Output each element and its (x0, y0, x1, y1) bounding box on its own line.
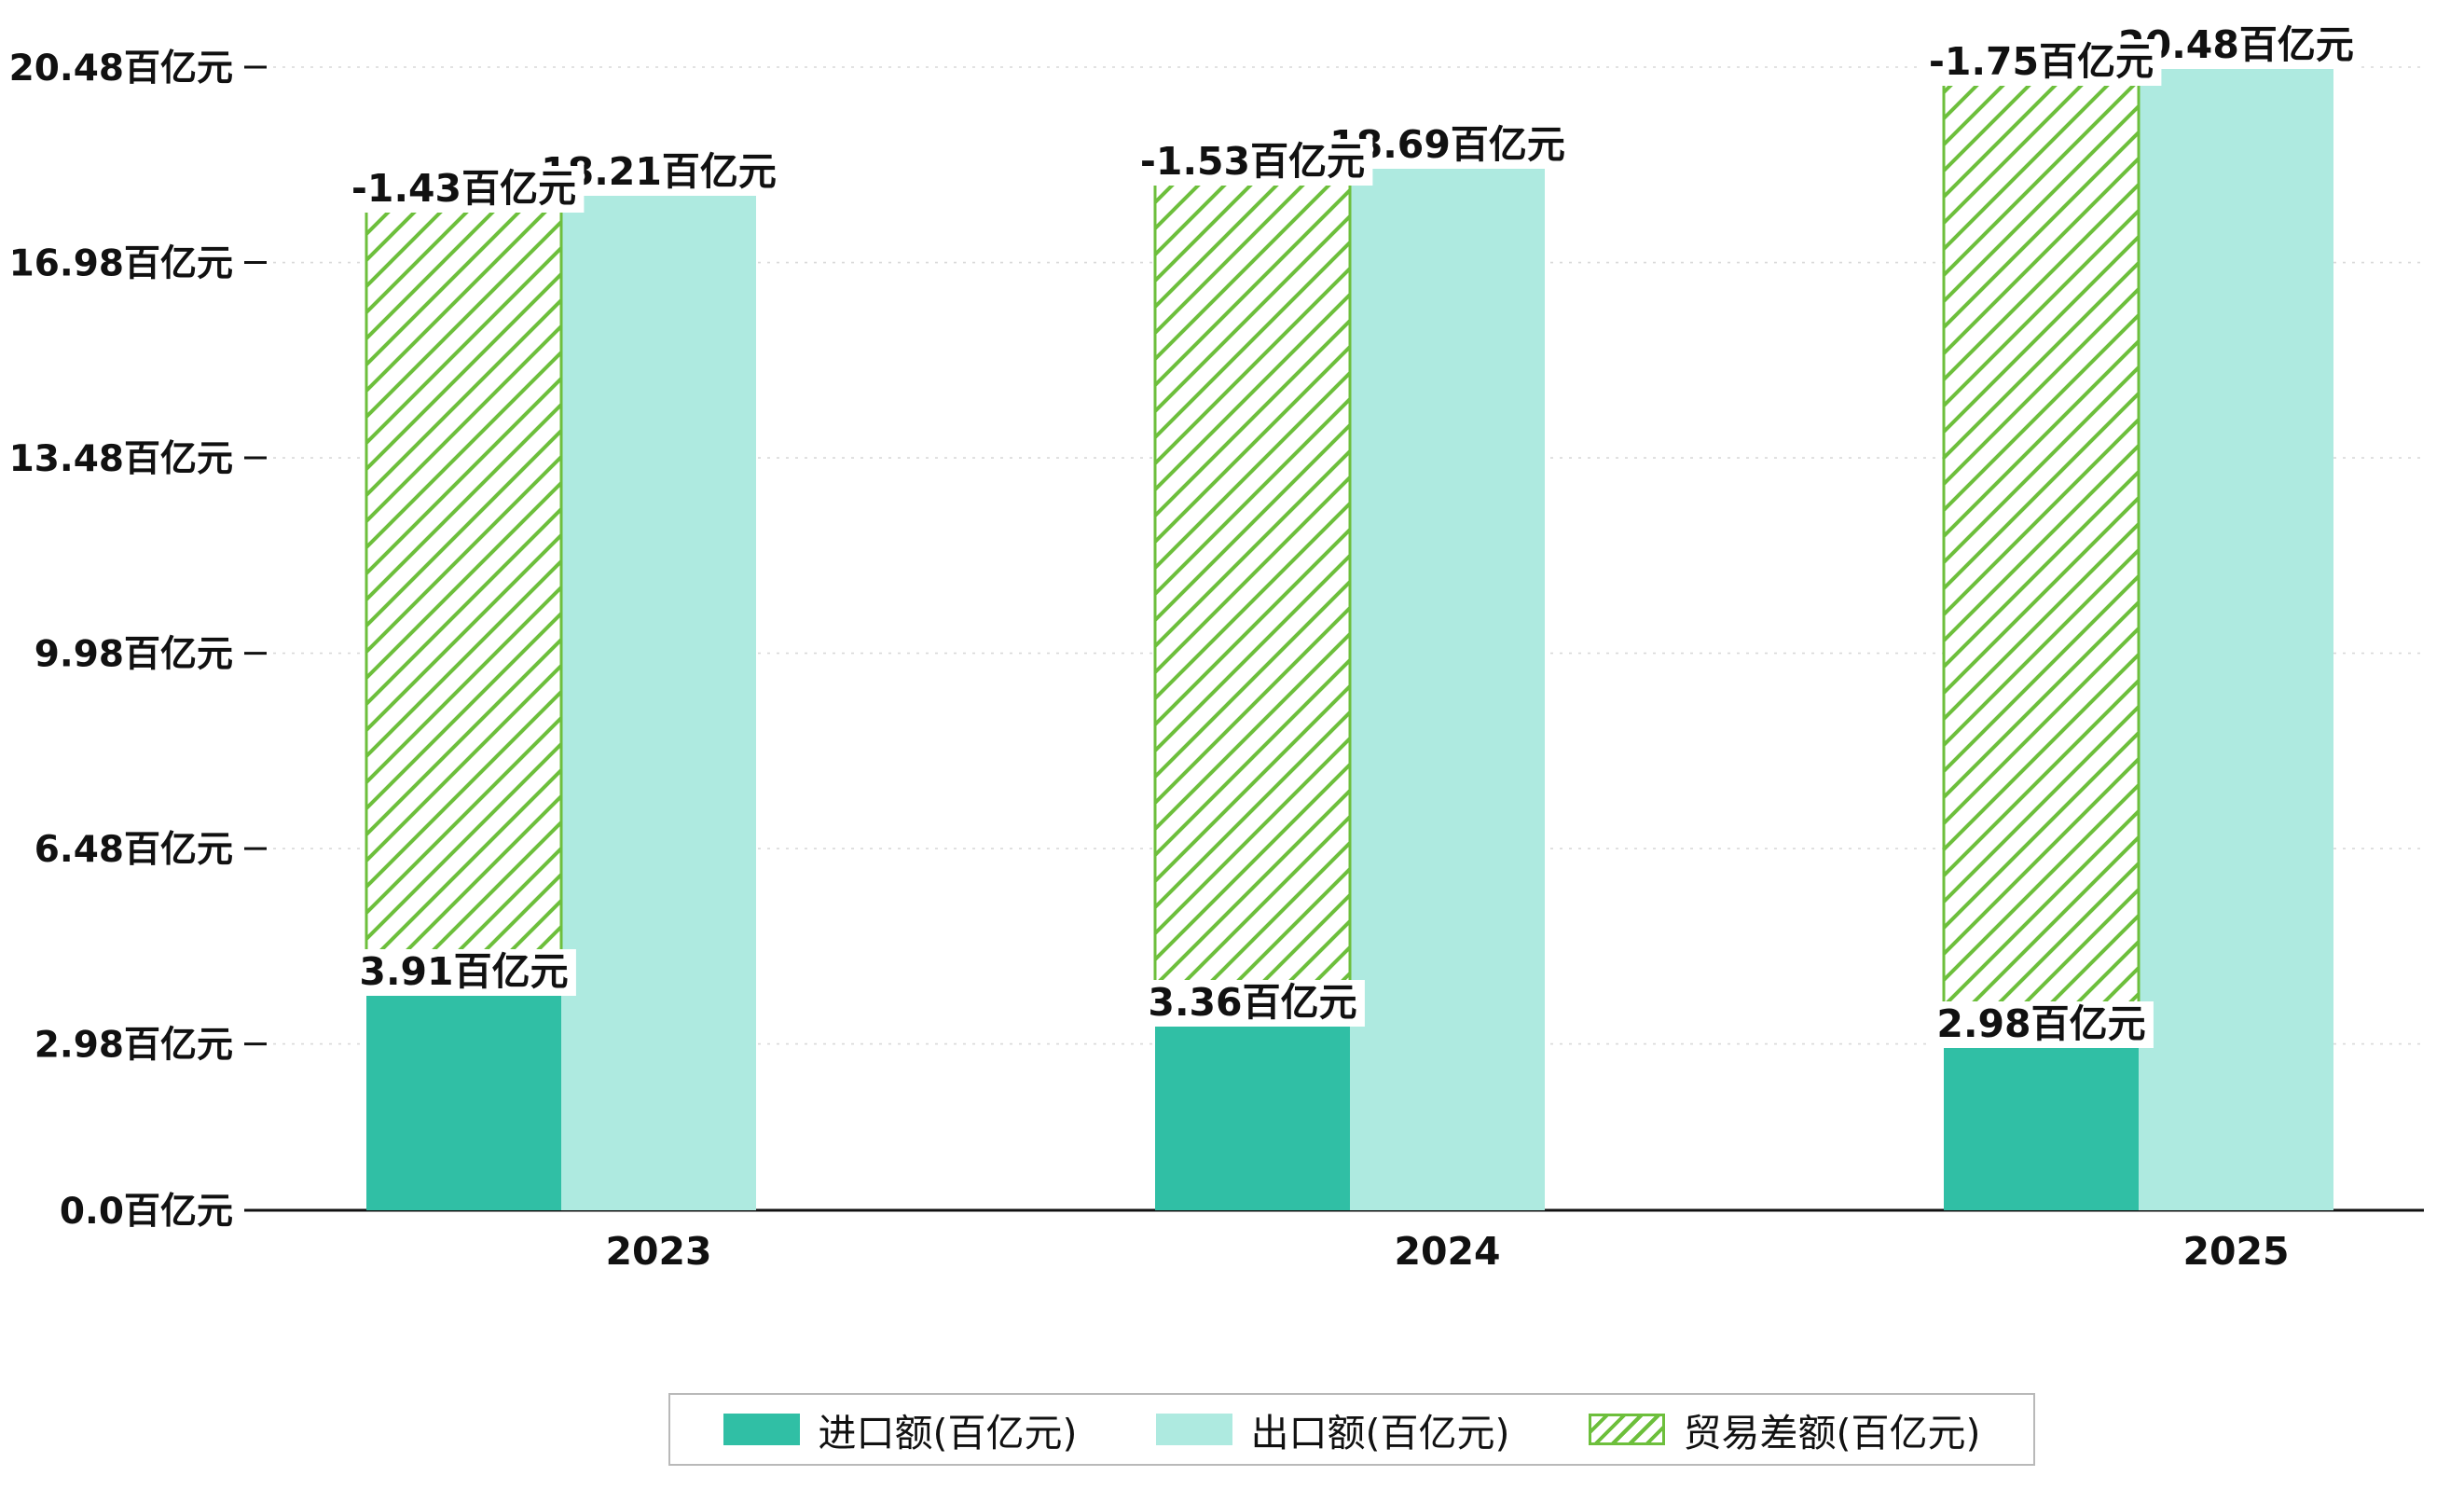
trade-balance-bar (1153, 165, 1352, 1025)
export-bar (561, 193, 756, 1210)
legend-label-export: 出口额(百亿元) (1250, 1411, 1510, 1456)
x-axis-tick-label: 2025 (2182, 1229, 2289, 1274)
y-axis-tick-label: 13.48百亿元 (9, 438, 233, 480)
legend: 进口额(百亿元) 出口额(百亿元) 贸易差额(百亿元) (668, 1393, 2035, 1466)
import-bar (1155, 1022, 1350, 1210)
export-swatch-icon (1155, 1414, 1232, 1445)
y-axis-tick-label: 20.48百亿元 (9, 48, 233, 90)
export-bar (2139, 67, 2333, 1210)
trade-balance-bar (1942, 65, 2141, 1046)
import-bar (366, 991, 561, 1210)
import-bar (1944, 1043, 2139, 1210)
legend-item-trade-balance: 贸易差额(百亿元) (1588, 1401, 1981, 1457)
legend-label-trade-balance: 贸易差额(百亿元) (1683, 1411, 1981, 1456)
export-bar (1350, 167, 1545, 1210)
x-axis-tick-label: 2023 (605, 1229, 711, 1274)
legend-item-export: 出口额(百亿元) (1155, 1401, 1510, 1457)
x-axis-tick-label: 2024 (1394, 1229, 1500, 1274)
trade-balance-bar (365, 192, 563, 994)
legend-label-import: 进口额(百亿元) (818, 1411, 1078, 1456)
y-axis-tick-label: 9.98百亿元 (34, 634, 233, 676)
trade-balance-swatch-icon (1588, 1414, 1665, 1445)
import-swatch-icon (723, 1414, 800, 1445)
legend-item-import: 进口额(百亿元) (723, 1401, 1078, 1457)
y-axis-tick-label: 0.0百亿元 (60, 1191, 233, 1233)
y-axis-tick-label: 6.48百亿元 (34, 829, 233, 871)
y-axis-tick-label: 2.98百亿元 (34, 1025, 233, 1067)
y-axis-tick-label: 16.98百亿元 (9, 243, 233, 285)
